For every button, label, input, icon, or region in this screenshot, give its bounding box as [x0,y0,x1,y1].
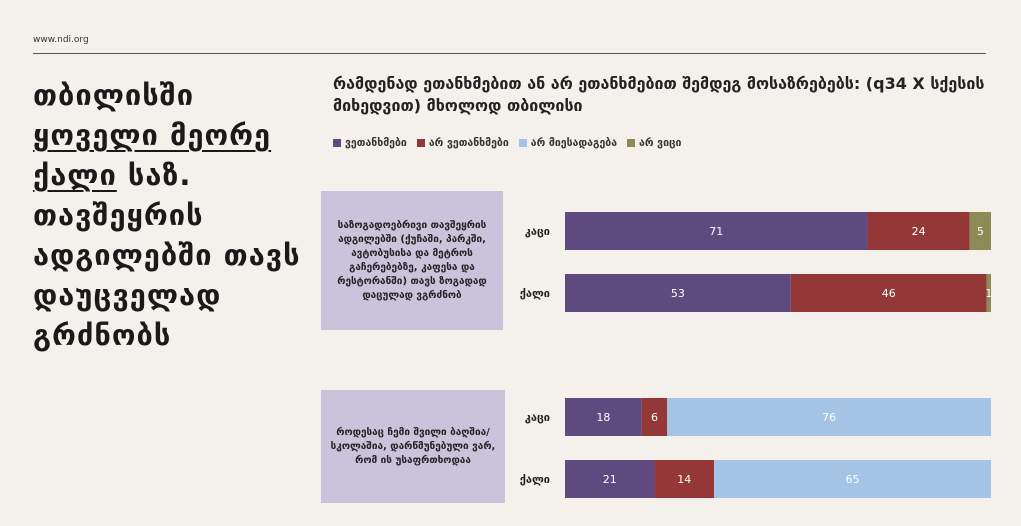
legend-item-agree: ვეთანხმები [333,137,407,149]
site-url: www.ndi.org [33,35,89,45]
legend-swatch-not-applicable [518,139,527,147]
bar-label-g1-r1-s1: 14 [677,473,691,486]
bar-label-g0-r1-s1: 46 [882,287,896,300]
row-label-g1-r1: ქალი [520,473,550,486]
bar-segment-g1-r0-s0 [565,398,642,436]
bar-label-g0-r1-s0: 53 [671,287,685,300]
headline: თბილისში ყოველი მეორე ქალი საზ. თავშეყრი… [33,75,308,355]
headline-part-1: თბილისში [33,78,195,112]
legend-label-disagree: არ ვეთანხმები [428,137,509,149]
row-label-g0-r1: ქალი [520,287,550,300]
bar-segment-g1-r1-s0 [565,460,655,498]
bar-segment-g0-r1-s1 [790,274,987,312]
bar-segment-g1-r0-s2 [667,398,991,436]
bar-label-g0-r0-s1: 24 [912,225,926,238]
bar-segment-g1-r0-s1 [641,398,668,436]
bar-label-g1-r0-s2: 76 [822,411,836,424]
bar-segment-g1-r1-s1 [654,460,715,498]
legend-label-not-applicable: არ მიესადაგება [530,137,618,149]
bar-segment-g1-r1-s2 [714,460,991,498]
legend-item-not-applicable: არ მიესადაგება [518,137,618,149]
bar-label-g0-r0-s3: 5 [977,225,984,238]
bar-label-g1-r1-s0: 21 [603,473,617,486]
bar-label-g0-r0-s0: 71 [709,225,723,238]
headline-part-2: ყოველი მეორე [33,118,272,152]
question-box-child-school: როდესაც ჩემი შვილი ბაღშია/სკოლაშია, დარწ… [321,390,505,503]
legend-swatch-dont-know [627,139,636,147]
bar-label-g0-r1-s3: 1 [985,287,992,300]
headline-part-4: საზ. თავშეყრის ადგილებში თავს დაუცველად … [33,158,301,352]
legend-item-disagree: არ ვეთანხმები [416,137,509,149]
bar-label-g1-r0-s0: 18 [596,411,610,424]
legend-label-agree: ვეთანხმები [345,137,407,149]
legend-item-dont-know: არ ვიცი [627,137,681,149]
bar-label-g1-r1-s2: 65 [846,473,860,486]
bar-label-g1-r0-s1: 6 [651,411,658,424]
top-divider [33,53,986,54]
bar-segment-g0-r0-s1 [867,212,970,250]
legend-swatch-disagree [416,139,425,147]
bar-segment-g0-r0-s3 [969,212,991,250]
bar-segment-g0-r1-s3 [986,274,991,312]
bar-segment-g0-r0-s0 [565,212,868,250]
question-box-public-places: საზოგადოებრივი თავშეყრის ადგილებში (ქუჩა… [321,191,503,330]
row-label-g0-r0: კაცი [525,225,550,238]
legend-label-dont-know: არ ვიცი [639,137,682,149]
bar-segment-g0-r1-s0 [565,274,791,312]
chart-title: რამდენად ეთანხმებით ან არ ეთანხმებით შემ… [333,74,985,115]
legend-swatch-agree [333,139,341,147]
headline-part-3: ქალი [33,158,117,192]
chart-legend: ვეთანხმები არ ვეთანხმები არ მიესადაგება … [333,137,681,149]
row-label-g1-r0: კაცი [525,411,550,424]
